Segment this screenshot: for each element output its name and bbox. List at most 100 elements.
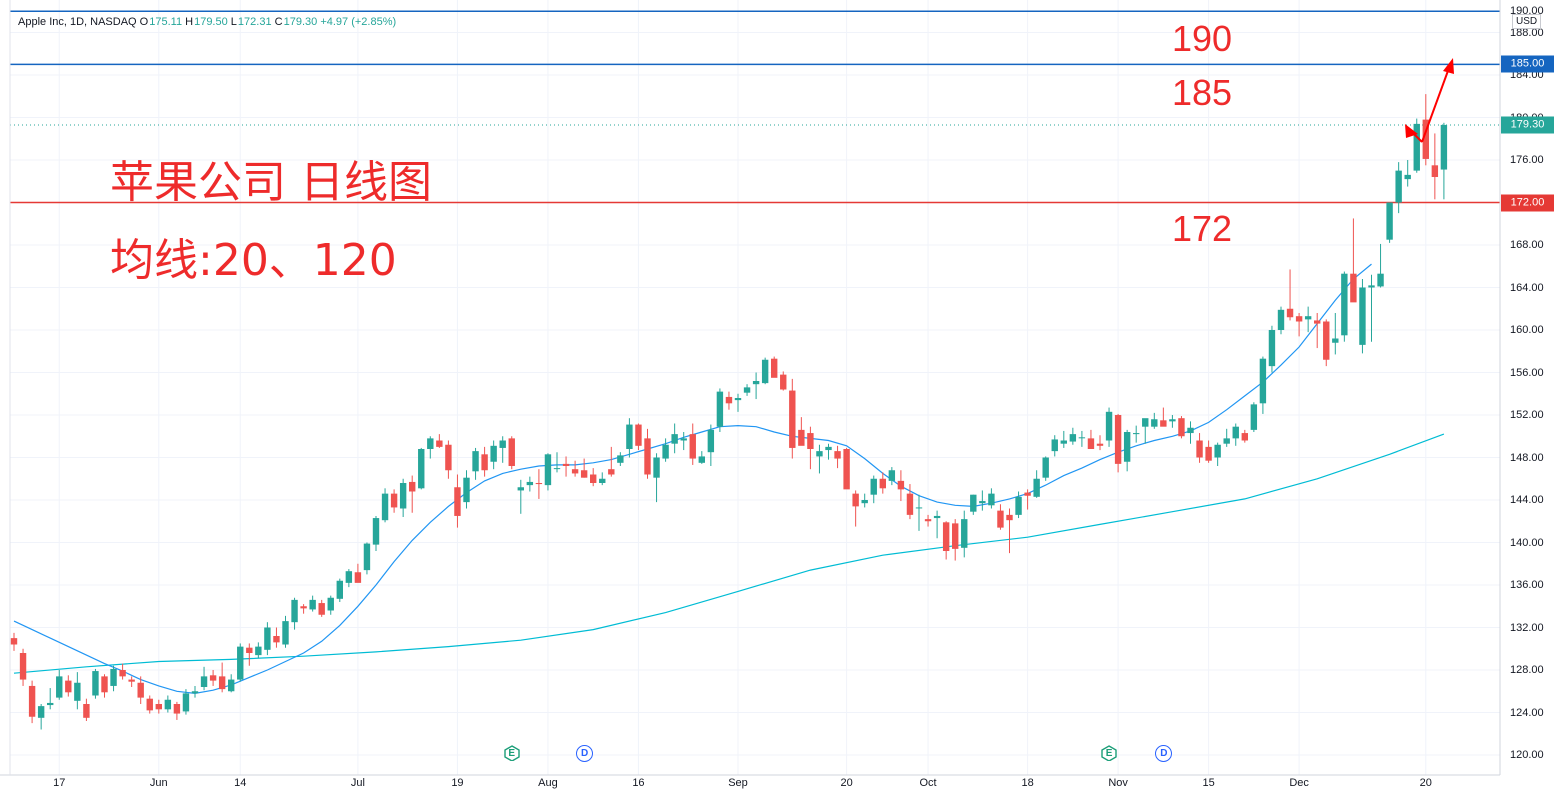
candle[interactable] bbox=[481, 446, 488, 477]
candle[interactable] bbox=[1386, 202, 1393, 243]
candle[interactable] bbox=[1241, 429, 1248, 443]
candle[interactable] bbox=[291, 597, 298, 630]
candle[interactable] bbox=[933, 510, 941, 539]
candle[interactable] bbox=[1314, 313, 1321, 349]
candle[interactable] bbox=[1250, 402, 1258, 432]
candle[interactable] bbox=[535, 469, 543, 499]
candle[interactable] bbox=[1078, 430, 1086, 447]
earnings-marker[interactable]: E bbox=[1101, 745, 1117, 761]
candle[interactable] bbox=[1051, 435, 1058, 457]
candle[interactable] bbox=[336, 578, 343, 602]
candle[interactable] bbox=[381, 488, 389, 523]
candle[interactable] bbox=[1205, 440, 1212, 463]
time-axis[interactable]: 17 Jun 14 Jul 19 Aug 16 Sep 20 Oct 18 Nov 15 Dec 20 bbox=[0, 775, 1500, 796]
candle[interactable] bbox=[418, 447, 425, 490]
candle[interactable] bbox=[1142, 418, 1149, 444]
candle[interactable] bbox=[237, 643, 244, 682]
candle[interactable] bbox=[318, 599, 325, 617]
candle[interactable] bbox=[1232, 423, 1239, 446]
chart-title-annotation[interactable]: 苹果公司 日线图 bbox=[110, 157, 432, 208]
candle[interactable] bbox=[816, 444, 823, 474]
candle[interactable] bbox=[1169, 415, 1176, 428]
candle[interactable] bbox=[1096, 435, 1104, 451]
candle[interactable] bbox=[1413, 118, 1420, 173]
price-badge[interactable]: 179.30 bbox=[1501, 116, 1554, 134]
candle[interactable] bbox=[852, 490, 859, 527]
candle[interactable] bbox=[1024, 489, 1031, 510]
candle[interactable] bbox=[897, 470, 905, 502]
candle[interactable] bbox=[1323, 319, 1330, 367]
candle[interactable] bbox=[164, 695, 172, 713]
candle[interactable] bbox=[689, 423, 696, 465]
candle[interactable] bbox=[644, 428, 651, 479]
candle[interactable] bbox=[1105, 407, 1113, 447]
candle[interactable] bbox=[155, 699, 162, 714]
candle[interactable] bbox=[698, 451, 705, 464]
candle[interactable] bbox=[110, 665, 117, 692]
candle[interactable] bbox=[517, 479, 524, 514]
candle[interactable] bbox=[1087, 429, 1095, 449]
candle[interactable] bbox=[1359, 279, 1366, 354]
candle[interactable] bbox=[1377, 243, 1384, 288]
candle[interactable] bbox=[354, 563, 362, 583]
candle[interactable] bbox=[1404, 160, 1411, 187]
candle[interactable] bbox=[1286, 269, 1294, 321]
candle[interactable] bbox=[1178, 416, 1185, 439]
candle[interactable] bbox=[28, 680, 36, 724]
candle[interactable] bbox=[101, 674, 108, 698]
candle[interactable] bbox=[798, 417, 805, 446]
currency-label[interactable]: USD bbox=[1512, 14, 1542, 29]
candle[interactable] bbox=[191, 685, 199, 698]
candle[interactable] bbox=[780, 371, 787, 391]
candle[interactable] bbox=[472, 447, 479, 480]
candle[interactable] bbox=[327, 595, 334, 615]
candle[interactable] bbox=[590, 468, 597, 487]
candle[interactable] bbox=[743, 384, 751, 396]
candle[interactable] bbox=[888, 467, 896, 486]
candle[interactable] bbox=[680, 432, 687, 451]
candle[interactable] bbox=[1431, 133, 1439, 200]
candle[interactable] bbox=[390, 489, 398, 513]
candle[interactable] bbox=[1033, 470, 1040, 498]
candle[interactable] bbox=[752, 372, 760, 400]
annotation-arrows[interactable] bbox=[1405, 58, 1454, 143]
candle[interactable] bbox=[906, 484, 914, 520]
candle[interactable] bbox=[1395, 162, 1402, 214]
candle[interactable] bbox=[635, 423, 642, 451]
dividend-marker[interactable]: D bbox=[576, 745, 594, 762]
candle[interactable] bbox=[707, 424, 715, 466]
candle[interactable] bbox=[1268, 325, 1276, 373]
candle[interactable] bbox=[47, 688, 54, 710]
candle[interactable] bbox=[409, 475, 416, 513]
candle[interactable] bbox=[282, 615, 289, 648]
candle[interactable] bbox=[454, 474, 461, 528]
candle[interactable] bbox=[662, 438, 669, 462]
candle[interactable] bbox=[553, 452, 561, 473]
level-185-label[interactable]: 185 bbox=[1172, 72, 1233, 113]
candle[interactable] bbox=[961, 510, 968, 558]
candle[interactable] bbox=[255, 642, 262, 659]
candle[interactable] bbox=[246, 643, 253, 666]
candle[interactable] bbox=[463, 470, 470, 509]
candle[interactable] bbox=[580, 458, 588, 478]
candle[interactable] bbox=[834, 445, 841, 469]
candle[interactable] bbox=[915, 494, 923, 531]
candle[interactable] bbox=[716, 388, 724, 432]
candle[interactable] bbox=[273, 627, 280, 648]
candle[interactable] bbox=[608, 446, 615, 477]
candle[interactable] bbox=[182, 689, 190, 715]
candle[interactable] bbox=[1304, 306, 1312, 333]
candle[interactable] bbox=[209, 670, 217, 686]
candle[interactable] bbox=[562, 456, 570, 477]
candle[interactable] bbox=[1295, 313, 1303, 337]
candle[interactable] bbox=[119, 663, 126, 680]
candle[interactable] bbox=[1259, 356, 1267, 414]
candle[interactable] bbox=[526, 476, 534, 492]
candle[interactable] bbox=[309, 595, 316, 612]
candle[interactable] bbox=[1440, 122, 1448, 200]
candle[interactable] bbox=[1006, 508, 1013, 554]
candle[interactable] bbox=[1123, 429, 1131, 472]
candle[interactable] bbox=[363, 542, 371, 575]
candle[interactable] bbox=[137, 676, 144, 704]
candle[interactable] bbox=[19, 648, 27, 686]
